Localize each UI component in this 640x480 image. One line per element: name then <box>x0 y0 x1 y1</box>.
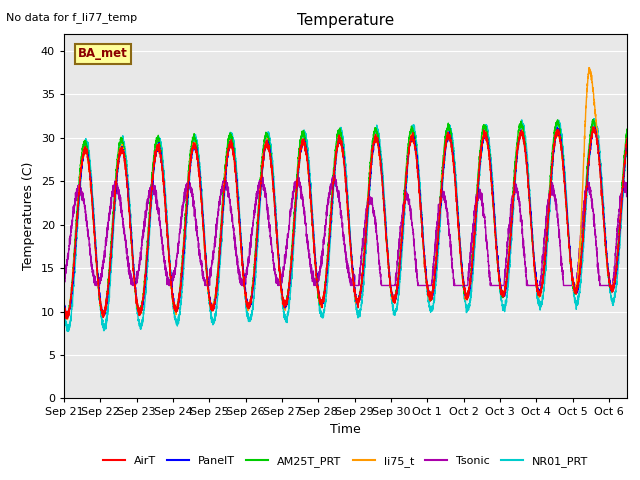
AirT <box>524 168 531 173</box>
AM25T_PRT <box>524 164 531 170</box>
Text: No data for f_li77_temp: No data for f_li77_temp <box>6 12 138 23</box>
PanelT <box>275 264 283 269</box>
AirT <box>275 263 283 269</box>
AM25T_PRT <box>623 126 631 132</box>
NR01_PRT <box>524 152 531 158</box>
li75_t <box>60 301 68 307</box>
Text: BA_met: BA_met <box>78 48 128 60</box>
Tsonic <box>163 269 170 275</box>
li75_t <box>585 65 593 71</box>
PanelT <box>481 133 488 139</box>
Tsonic <box>481 213 488 218</box>
AirT <box>60 303 68 309</box>
Tsonic <box>60 274 68 280</box>
li75_t <box>163 218 170 224</box>
PanelT <box>524 164 531 170</box>
li75_t <box>481 131 488 137</box>
Line: AM25T_PRT: AM25T_PRT <box>64 120 627 318</box>
li75_t <box>426 293 434 299</box>
Title: Temperature: Temperature <box>297 13 394 28</box>
NR01_PRT <box>481 127 488 132</box>
li75_t <box>64 316 72 322</box>
AirT <box>426 298 434 304</box>
Tsonic <box>427 283 435 288</box>
li75_t <box>524 170 531 176</box>
NR01_PRT <box>60 305 68 311</box>
AM25T_PRT <box>60 303 68 309</box>
AM25T_PRT <box>426 294 434 300</box>
NR01_PRT <box>398 251 406 256</box>
PanelT <box>398 236 406 241</box>
li75_t <box>398 232 406 238</box>
AM25T_PRT <box>481 125 488 131</box>
AirT <box>590 124 598 130</box>
Line: NR01_PRT: NR01_PRT <box>64 119 627 331</box>
Line: PanelT: PanelT <box>64 128 627 318</box>
X-axis label: Time: Time <box>330 423 361 436</box>
Tsonic <box>524 283 531 288</box>
NR01_PRT <box>426 304 434 310</box>
Tsonic <box>330 170 337 176</box>
Tsonic <box>275 282 283 288</box>
AirT <box>623 135 631 141</box>
NR01_PRT <box>275 264 283 270</box>
PanelT <box>426 296 434 302</box>
Line: li75_t: li75_t <box>64 68 627 319</box>
Y-axis label: Temperatures (C): Temperatures (C) <box>22 162 35 270</box>
AirT <box>398 230 406 236</box>
AM25T_PRT <box>589 117 597 122</box>
PanelT <box>163 215 170 221</box>
PanelT <box>591 125 598 131</box>
PanelT <box>63 315 71 321</box>
PanelT <box>60 300 68 305</box>
Line: Tsonic: Tsonic <box>64 173 627 286</box>
AM25T_PRT <box>63 315 71 321</box>
li75_t <box>623 136 631 142</box>
Tsonic <box>398 213 406 218</box>
AM25T_PRT <box>275 268 283 274</box>
Tsonic <box>92 283 100 288</box>
AirT <box>163 219 170 225</box>
AM25T_PRT <box>398 225 406 231</box>
NR01_PRT <box>63 328 71 334</box>
Line: AirT: AirT <box>64 127 627 319</box>
Legend: AirT, PanelT, AM25T_PRT, li75_t, Tsonic, NR01_PRT: AirT, PanelT, AM25T_PRT, li75_t, Tsonic,… <box>98 451 593 471</box>
AM25T_PRT <box>163 219 170 225</box>
AirT <box>481 132 488 137</box>
li75_t <box>275 264 283 270</box>
Tsonic <box>623 186 631 192</box>
NR01_PRT <box>623 137 631 143</box>
NR01_PRT <box>590 116 598 121</box>
PanelT <box>623 140 631 146</box>
NR01_PRT <box>163 202 170 208</box>
AirT <box>63 316 70 322</box>
